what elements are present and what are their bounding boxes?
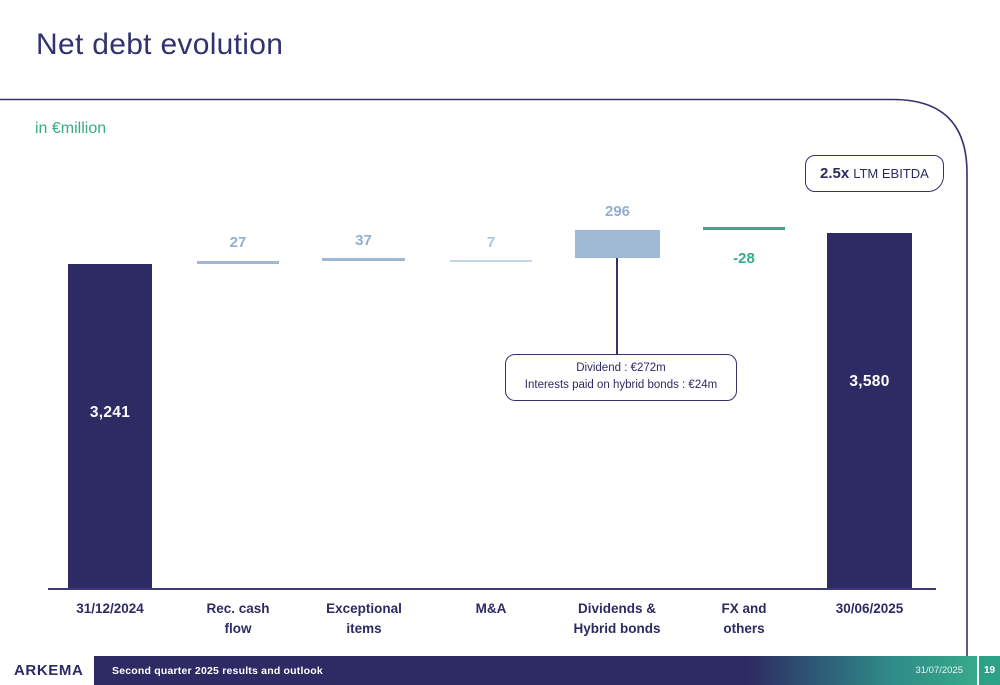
value-dividends-hybrid-bonds: 296 bbox=[604, 203, 631, 220]
bar-start-value: 3,241 bbox=[89, 404, 131, 421]
category-label-rec-cash-flow: Rec. cash flow bbox=[206, 601, 270, 636]
callout-connector-line bbox=[616, 258, 618, 355]
category-label-fx-and-others: FX and others bbox=[721, 601, 767, 636]
bar-ma bbox=[450, 260, 532, 262]
page-title: Net debt evolution bbox=[36, 28, 284, 61]
callout-line-2: Interests paid on hybrid bonds : €24m bbox=[524, 379, 718, 392]
bar-rec-cash-flow bbox=[197, 261, 279, 264]
category-label-exceptional-items: Exceptional items bbox=[326, 601, 402, 636]
category-label-end-date: 30/06/2025 bbox=[835, 601, 904, 616]
footer: ARKEMA Second quarter 2025 results and o… bbox=[0, 656, 1000, 685]
callout-line-1: Dividend : €272m bbox=[576, 362, 666, 374]
bar-start-total: 3,241 bbox=[68, 264, 152, 588]
category-label-start-date: 31/12/2024 bbox=[76, 601, 144, 616]
arkema-logo: ARKEMA bbox=[0, 656, 94, 685]
bar-exceptional-items bbox=[322, 258, 405, 261]
leverage-label: LTM EBITDA bbox=[853, 166, 929, 181]
bar-dividends-hybrid-bonds bbox=[575, 230, 660, 258]
value-fx-and-others: -28 bbox=[733, 250, 755, 267]
footer-date: 31/07/2025 bbox=[915, 665, 963, 676]
dividend-callout: Dividend : €272m Interests paid on hybri… bbox=[505, 354, 737, 401]
bar-end-total: 3,580 bbox=[827, 233, 912, 588]
leverage-badge: 2.5x LTM EBITDA bbox=[805, 155, 944, 192]
bar-fx-and-others bbox=[703, 227, 785, 230]
footer-presentation-title: Second quarter 2025 results and outlook bbox=[112, 664, 323, 677]
value-rec-cash-flow: 27 bbox=[229, 234, 247, 251]
x-axis-line bbox=[48, 588, 936, 590]
category-label-dividends-hybrid-bonds: Dividends & Hybrid bonds bbox=[573, 601, 661, 636]
footer-bar: Second quarter 2025 results and outlook … bbox=[94, 656, 977, 685]
bar-end-value: 3,580 bbox=[849, 373, 890, 390]
unit-label: in €million bbox=[35, 120, 107, 137]
leverage-multiplier: 2.5x bbox=[820, 165, 850, 182]
category-label-ma: M&A bbox=[475, 601, 507, 616]
value-ma: 7 bbox=[486, 234, 496, 251]
page-number: 19 bbox=[977, 656, 1000, 685]
value-exceptional-items: 37 bbox=[355, 232, 372, 249]
